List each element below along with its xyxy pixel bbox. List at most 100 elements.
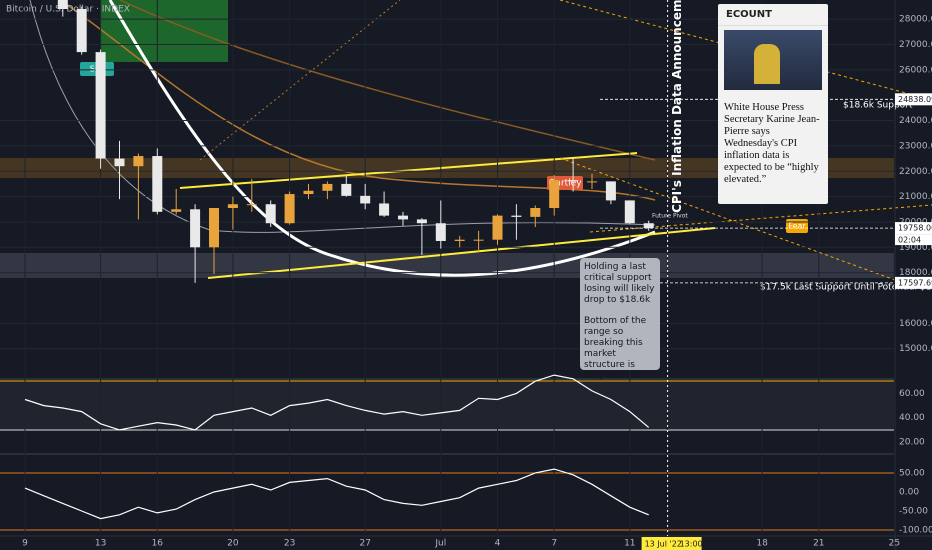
y-tick-label: 40.00 xyxy=(899,413,925,423)
x-tick-label: 23 xyxy=(284,539,295,549)
candle-body xyxy=(152,156,163,212)
candle-body xyxy=(227,204,238,209)
y-tick-label: -50.00 xyxy=(899,507,928,517)
y-tick-label: 26000.00 xyxy=(899,65,932,75)
candle-body xyxy=(435,223,446,241)
y-tick-label: 50.00 xyxy=(899,468,925,478)
oscillator-line xyxy=(24,468,649,520)
symbol: Bitcoin / U.S. Dollar · INDEX xyxy=(6,5,130,15)
candle-body xyxy=(549,180,560,209)
x-tick-label: 16 xyxy=(152,539,164,549)
candle-body xyxy=(530,208,541,217)
cursor-time: 13:00 xyxy=(680,540,703,549)
candle-body xyxy=(76,9,87,53)
candle-body xyxy=(568,180,579,182)
candle-body xyxy=(587,181,597,183)
event-label: CPI's Inflation Data Announcement xyxy=(670,0,684,213)
y-tick-label: 24000.00 xyxy=(899,116,932,126)
price-label-bg xyxy=(895,222,932,235)
x-tick-label: 25 xyxy=(889,539,900,549)
y-tick-label: 22000.00 xyxy=(899,167,932,177)
cursor-label: 13 Jul '22 xyxy=(645,540,682,549)
candle-body xyxy=(303,190,314,195)
y-tick-label: 15000.00 xyxy=(899,344,932,354)
zone xyxy=(100,0,228,62)
candle-body xyxy=(492,215,503,240)
candle-body xyxy=(416,219,427,224)
sentiment-label: Fear xyxy=(788,222,806,231)
trendline xyxy=(207,227,716,279)
x-tick-label: 20 xyxy=(227,539,239,549)
candle-body xyxy=(95,52,106,159)
pattern-label: Gartley xyxy=(548,179,582,189)
moving-average xyxy=(59,0,656,201)
callout-text: Holding a last critical support losing w… xyxy=(584,262,655,305)
y-tick-label: 18000.00 xyxy=(899,268,932,278)
candle-body xyxy=(511,215,522,217)
trendline xyxy=(199,0,401,161)
y-tick-label: 28000.00 xyxy=(899,15,932,25)
annotation: $17.5k Last Support Until Potential $14k xyxy=(760,283,932,293)
news-card: ECOUNT White House Press Secretary Karin… xyxy=(718,4,828,204)
callout-text: Bottom of the range so breaking this mar… xyxy=(584,316,647,381)
news-text: White House Press Secretary Karine Jean-… xyxy=(724,102,820,185)
candle-body xyxy=(398,215,408,220)
candle-body xyxy=(624,200,635,224)
candle-body xyxy=(171,209,182,212)
candle-body xyxy=(454,239,465,241)
y-tick-label: 19000.00 xyxy=(899,243,932,253)
candle-body xyxy=(246,204,257,206)
sentiment-label-bg xyxy=(786,219,808,233)
candle-body xyxy=(190,209,201,248)
callout: Holding a last critical support losing w… xyxy=(580,258,660,381)
y-tick-label: 0.00 xyxy=(899,487,919,497)
moving-average xyxy=(29,0,656,233)
moving-average xyxy=(119,0,656,161)
candle-body xyxy=(265,204,276,224)
cursor-label-bg xyxy=(641,537,702,550)
y-tick-label: 27000.00 xyxy=(899,40,932,50)
y-tick-label: 60.00 xyxy=(899,389,925,399)
candle-body xyxy=(284,194,295,224)
candle-body xyxy=(322,183,333,191)
curve xyxy=(108,0,656,277)
y-tick-label: 23000.00 xyxy=(899,141,932,151)
rsi-line xyxy=(24,374,650,431)
candle-body xyxy=(114,158,125,167)
y-tick-label: 21000.00 xyxy=(899,192,932,202)
annotation: $18.6k Support xyxy=(843,101,913,111)
price-label: 24838.09 xyxy=(898,95,932,104)
y-tick-label: 20.00 xyxy=(899,438,925,448)
x-tick-label: 7 xyxy=(551,539,557,549)
countdown-bg xyxy=(895,234,932,246)
candle-body xyxy=(57,0,68,9)
price-label-bg xyxy=(895,276,932,289)
countdown: 02:04 xyxy=(898,236,921,245)
x-tick-label: Jul xyxy=(434,539,446,549)
candle-body xyxy=(341,183,352,196)
candle-body xyxy=(605,181,616,201)
x-tick-label: 21 xyxy=(813,539,824,549)
candle-body xyxy=(643,223,654,229)
pivot-label: Future Pivot xyxy=(652,213,688,220)
x-tick-label: 9 xyxy=(22,539,28,549)
x-tick-label: 13 xyxy=(95,539,106,549)
news-image xyxy=(724,30,822,90)
candle-body xyxy=(473,239,484,241)
price-label: 19758.06 xyxy=(898,224,932,233)
price-label: 17597.69 xyxy=(898,278,932,287)
x-tick-label: 4 xyxy=(495,539,501,549)
y-tick-label: -100.00 xyxy=(899,526,932,536)
x-tick-label: 18 xyxy=(756,539,768,549)
candle-body xyxy=(209,208,219,248)
candle-body xyxy=(133,156,144,167)
y-tick-label: 16000.00 xyxy=(899,319,932,329)
band xyxy=(0,380,895,430)
x-tick-label: 11 xyxy=(624,539,635,549)
price-label-bg xyxy=(895,93,932,106)
candle-body xyxy=(360,195,371,204)
candle-body xyxy=(379,203,390,216)
news-logo: ECOUNT xyxy=(718,4,828,26)
x-tick-label: 27 xyxy=(359,539,370,549)
